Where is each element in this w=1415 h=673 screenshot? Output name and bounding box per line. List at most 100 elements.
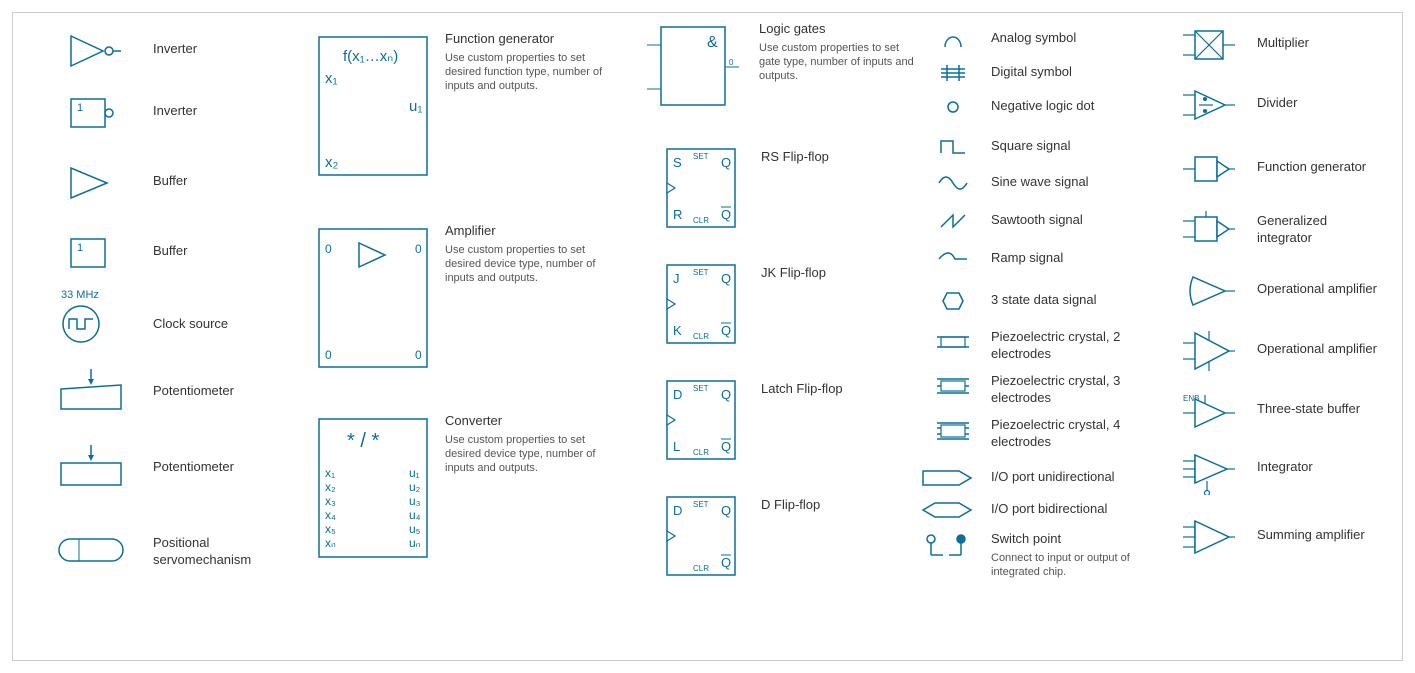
latch-ff-icon: D Q SET L Q CLR: [661, 375, 741, 465]
amp-desc: Use custom properties to set desired dev…: [445, 243, 605, 286]
svg-text:D: D: [673, 503, 682, 518]
label-io-bi: I/O port bidirectional: [991, 501, 1107, 518]
svg-text:S: S: [673, 155, 682, 170]
item-io-uni: I/O port unidirectional: [919, 467, 1115, 489]
piezo4-icon: [931, 417, 975, 445]
item-latch-ff: D Q SET L Q CLR Latch Flip-flop: [661, 375, 843, 465]
d-title: D Flip-flop: [761, 497, 820, 514]
latch-title: Latch Flip-flop: [761, 381, 843, 398]
svg-text:x₄: x₄: [325, 508, 336, 522]
svg-text:Q: Q: [721, 387, 731, 402]
svg-text:x₃: x₃: [325, 494, 336, 508]
label-piezo3: Piezoelectric crystal, 3 electrodes: [991, 373, 1151, 407]
svg-text:x₅: x₅: [325, 522, 336, 536]
item-negdot: Negative logic dot: [933, 95, 1094, 119]
tsbuf-icon: ENB: [1181, 391, 1237, 431]
svg-text:SET: SET: [693, 268, 709, 277]
diagram-frame: Inverter 1 Inverter Buffer 1 Buffer 33 M…: [12, 12, 1403, 661]
label-inverter-tri: Inverter: [153, 41, 197, 58]
jk-ff-icon: J Q SET K Q CLR: [661, 259, 741, 349]
label-fngen-sm: Function generator: [1257, 159, 1366, 176]
label-tristate: 3 state data signal: [991, 292, 1097, 309]
item-d-ff: D Q SET Q CLR D Flip-flop: [661, 491, 820, 581]
item-analog: Analog symbol: [933, 27, 1076, 51]
potentiometer2-icon: [55, 441, 127, 491]
item-pot2: Potentiometer: [55, 441, 234, 491]
svg-text:K: K: [673, 323, 682, 338]
item-inverter-tri: Inverter: [63, 31, 197, 71]
item-div: Divider: [1181, 85, 1297, 125]
item-piezo2: Piezoelectric crystal, 2 electrodes: [931, 329, 1151, 363]
svg-text:u₁: u₁: [409, 466, 420, 480]
svg-text:Q: Q: [721, 439, 731, 454]
item-opamp1: Operational amplifier: [1185, 273, 1377, 309]
svg-text:D: D: [673, 387, 682, 402]
fngen-desc: Use custom properties to set desired fun…: [445, 51, 605, 94]
svg-text:SET: SET: [693, 152, 709, 161]
label-pot1: Potentiometer: [153, 383, 234, 400]
rs-title: RS Flip-flop: [761, 149, 829, 166]
label-clock: Clock source: [153, 316, 228, 333]
label-buffer-tri: Buffer: [153, 173, 187, 190]
label-buffer-box: Buffer: [153, 243, 187, 260]
svg-text:0: 0: [415, 242, 422, 256]
label-io-uni: I/O port unidirectional: [991, 469, 1115, 486]
item-mult: Multiplier: [1181, 25, 1309, 65]
servo-icon: [55, 533, 127, 567]
item-tsbuf: ENB Three-state buffer: [1181, 391, 1360, 431]
svg-text:Q: Q: [721, 503, 731, 518]
svg-text:u₁: u₁: [409, 98, 422, 115]
svg-text:Q: Q: [721, 271, 731, 286]
logic-desc: Use custom properties to set gate type, …: [759, 41, 919, 84]
item-amp-block: 0 0 0 0 Amplifier Use custom properties …: [313, 223, 605, 373]
label-sumamp: Summing amplifier: [1257, 527, 1365, 544]
item-saw: Sawtooth signal: [933, 209, 1083, 233]
sumamp-icon: [1181, 515, 1237, 559]
logic-title: Logic gates: [759, 21, 919, 38]
svg-text:1: 1: [77, 242, 83, 254]
tristate-icon: [933, 289, 973, 313]
amp-title: Amplifier: [445, 223, 605, 240]
svg-text:uₙ: uₙ: [409, 536, 421, 550]
svg-text:&: &: [707, 34, 718, 51]
label-opamp1: Operational amplifier: [1257, 281, 1377, 298]
item-square: Square signal: [933, 135, 1071, 159]
logic-gate-icon: & 0: [643, 21, 743, 111]
item-sine: Sine wave signal: [933, 171, 1089, 195]
label-square: Square signal: [991, 138, 1071, 155]
item-io-bi: I/O port bidirectional: [919, 499, 1107, 521]
io-bi-icon: [919, 499, 975, 521]
conv-block-icon: * / * x₁ x₂ x₃ x₄ x₅ xₙ u₁ u₂ u₃ u₄ u₅ u…: [313, 413, 433, 563]
label-saw: Sawtooth signal: [991, 212, 1083, 229]
label-digital: Digital symbol: [991, 64, 1072, 81]
svg-text:0: 0: [415, 348, 422, 362]
rs-ff-icon: S Q SET R Q CLR: [661, 143, 741, 233]
svg-text:Q: Q: [721, 323, 731, 338]
label-piezo2: Piezoelectric crystal, 2 electrodes: [991, 329, 1151, 363]
svg-text:u₅: u₅: [409, 522, 421, 536]
genint-icon: [1181, 209, 1237, 249]
piezo2-icon: [931, 329, 975, 355]
svg-text:xₙ: xₙ: [325, 536, 336, 550]
svg-text:L: L: [673, 439, 680, 454]
label-servo: Positional servomechanism: [153, 535, 283, 569]
item-tristate: 3 state data signal: [933, 289, 1097, 313]
switch-icon: [919, 531, 975, 563]
ramp-icon: [933, 247, 973, 271]
conv-title: Converter: [445, 413, 605, 430]
svg-text:1: 1: [77, 102, 83, 114]
potentiometer1-icon: [55, 365, 127, 415]
item-switch: Switch point Connect to input or output …: [919, 531, 1151, 579]
svg-text:0: 0: [729, 58, 734, 67]
item-genint: Generalized integrator: [1181, 209, 1377, 249]
svg-text:J: J: [673, 271, 680, 286]
d-ff-icon: D Q SET Q CLR: [661, 491, 741, 581]
item-integr: Integrator: [1181, 449, 1313, 495]
label-analog: Analog symbol: [991, 30, 1076, 47]
item-piezo3: Piezoelectric crystal, 3 electrodes: [931, 373, 1151, 407]
item-buffer-box: 1 Buffer: [63, 233, 187, 273]
label-pot2: Potentiometer: [153, 459, 234, 476]
item-buffer-tri: Buffer: [63, 163, 187, 203]
svg-text:0: 0: [325, 242, 332, 256]
io-uni-icon: [919, 467, 975, 489]
